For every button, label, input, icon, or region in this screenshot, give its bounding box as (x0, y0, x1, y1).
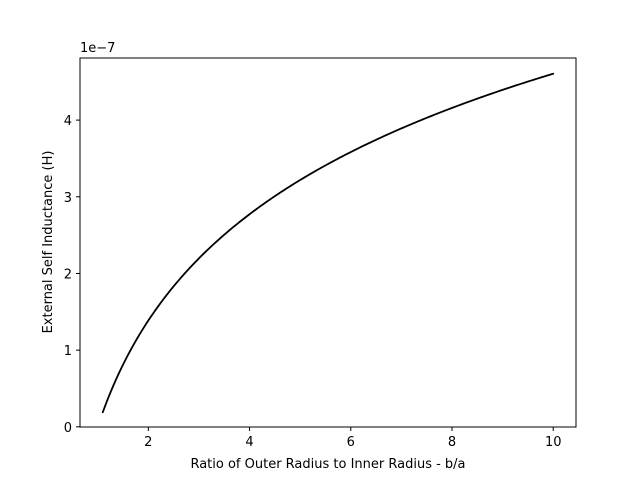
y-axis-offset-text: 1e−7 (80, 41, 115, 56)
y-tick-label: 2 (64, 267, 72, 282)
y-axis-ticks: 0 1 2 3 4 (64, 114, 80, 436)
y-axis-label: External Self Inductance (H) (41, 151, 56, 334)
series-line-1 (101, 72, 555, 414)
axes-frame (79, 57, 577, 428)
x-tick-label: 6 (347, 435, 355, 450)
x-tick-label: 10 (545, 435, 562, 450)
x-tick-label: 4 (245, 435, 253, 450)
x-axis-ticks: 2 4 6 8 10 (144, 427, 561, 450)
y-tick-label: 0 (64, 421, 72, 436)
y-tick-label: 3 (64, 191, 72, 206)
y-tick-label: 1 (64, 344, 72, 359)
x-tick-label: 8 (448, 435, 456, 450)
y-tick-label: 4 (64, 114, 72, 129)
x-tick-label: 2 (144, 435, 152, 450)
plot-layer (101, 72, 555, 414)
x-axis-label: Ratio of Outer Radius to Inner Radius - … (190, 457, 465, 472)
